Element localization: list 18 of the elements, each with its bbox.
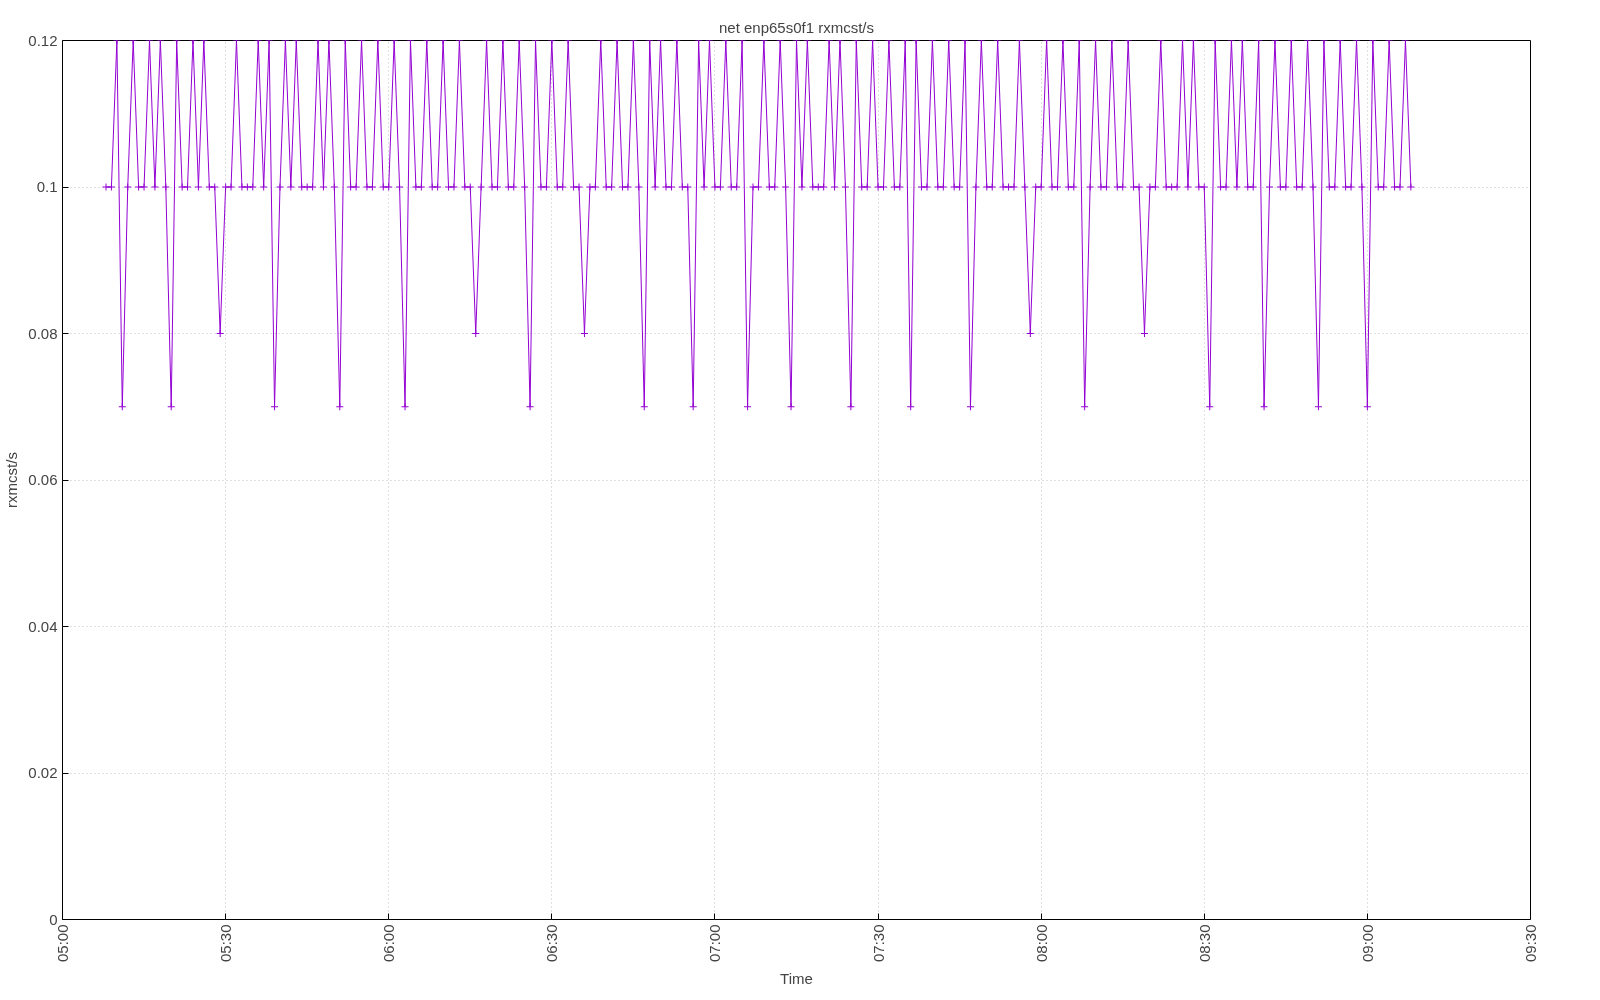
x-tick-label: 08:00 — [1032, 924, 1050, 963]
x-tick-label: 08:30 — [1195, 924, 1213, 963]
chart-title: net enp65s0f1 rxmcst/s — [718, 18, 875, 36]
y-tick-label: 0.02 — [28, 764, 58, 781]
x-tick-label: 09:00 — [1358, 924, 1376, 963]
x-tick-label: 07:00 — [706, 924, 724, 963]
y-tick-label: 0.08 — [28, 324, 58, 342]
x-tick-label: 06:30 — [543, 924, 561, 963]
x-tick-label: 05:30 — [217, 924, 235, 963]
y-axis-title: rxmcst/s — [3, 452, 21, 508]
y-tick-label: 0.06 — [28, 471, 58, 488]
x-tick-label: 07:30 — [869, 924, 887, 963]
y-tick-label: 0.04 — [28, 617, 58, 635]
y-tick-label: 0.12 — [28, 31, 58, 49]
y-tick-label: 0.1 — [36, 178, 58, 195]
x-axis-title: Time — [780, 970, 813, 988]
x-tick-label: 09:30 — [1522, 924, 1539, 963]
x-tick-label: 06:00 — [380, 924, 398, 963]
